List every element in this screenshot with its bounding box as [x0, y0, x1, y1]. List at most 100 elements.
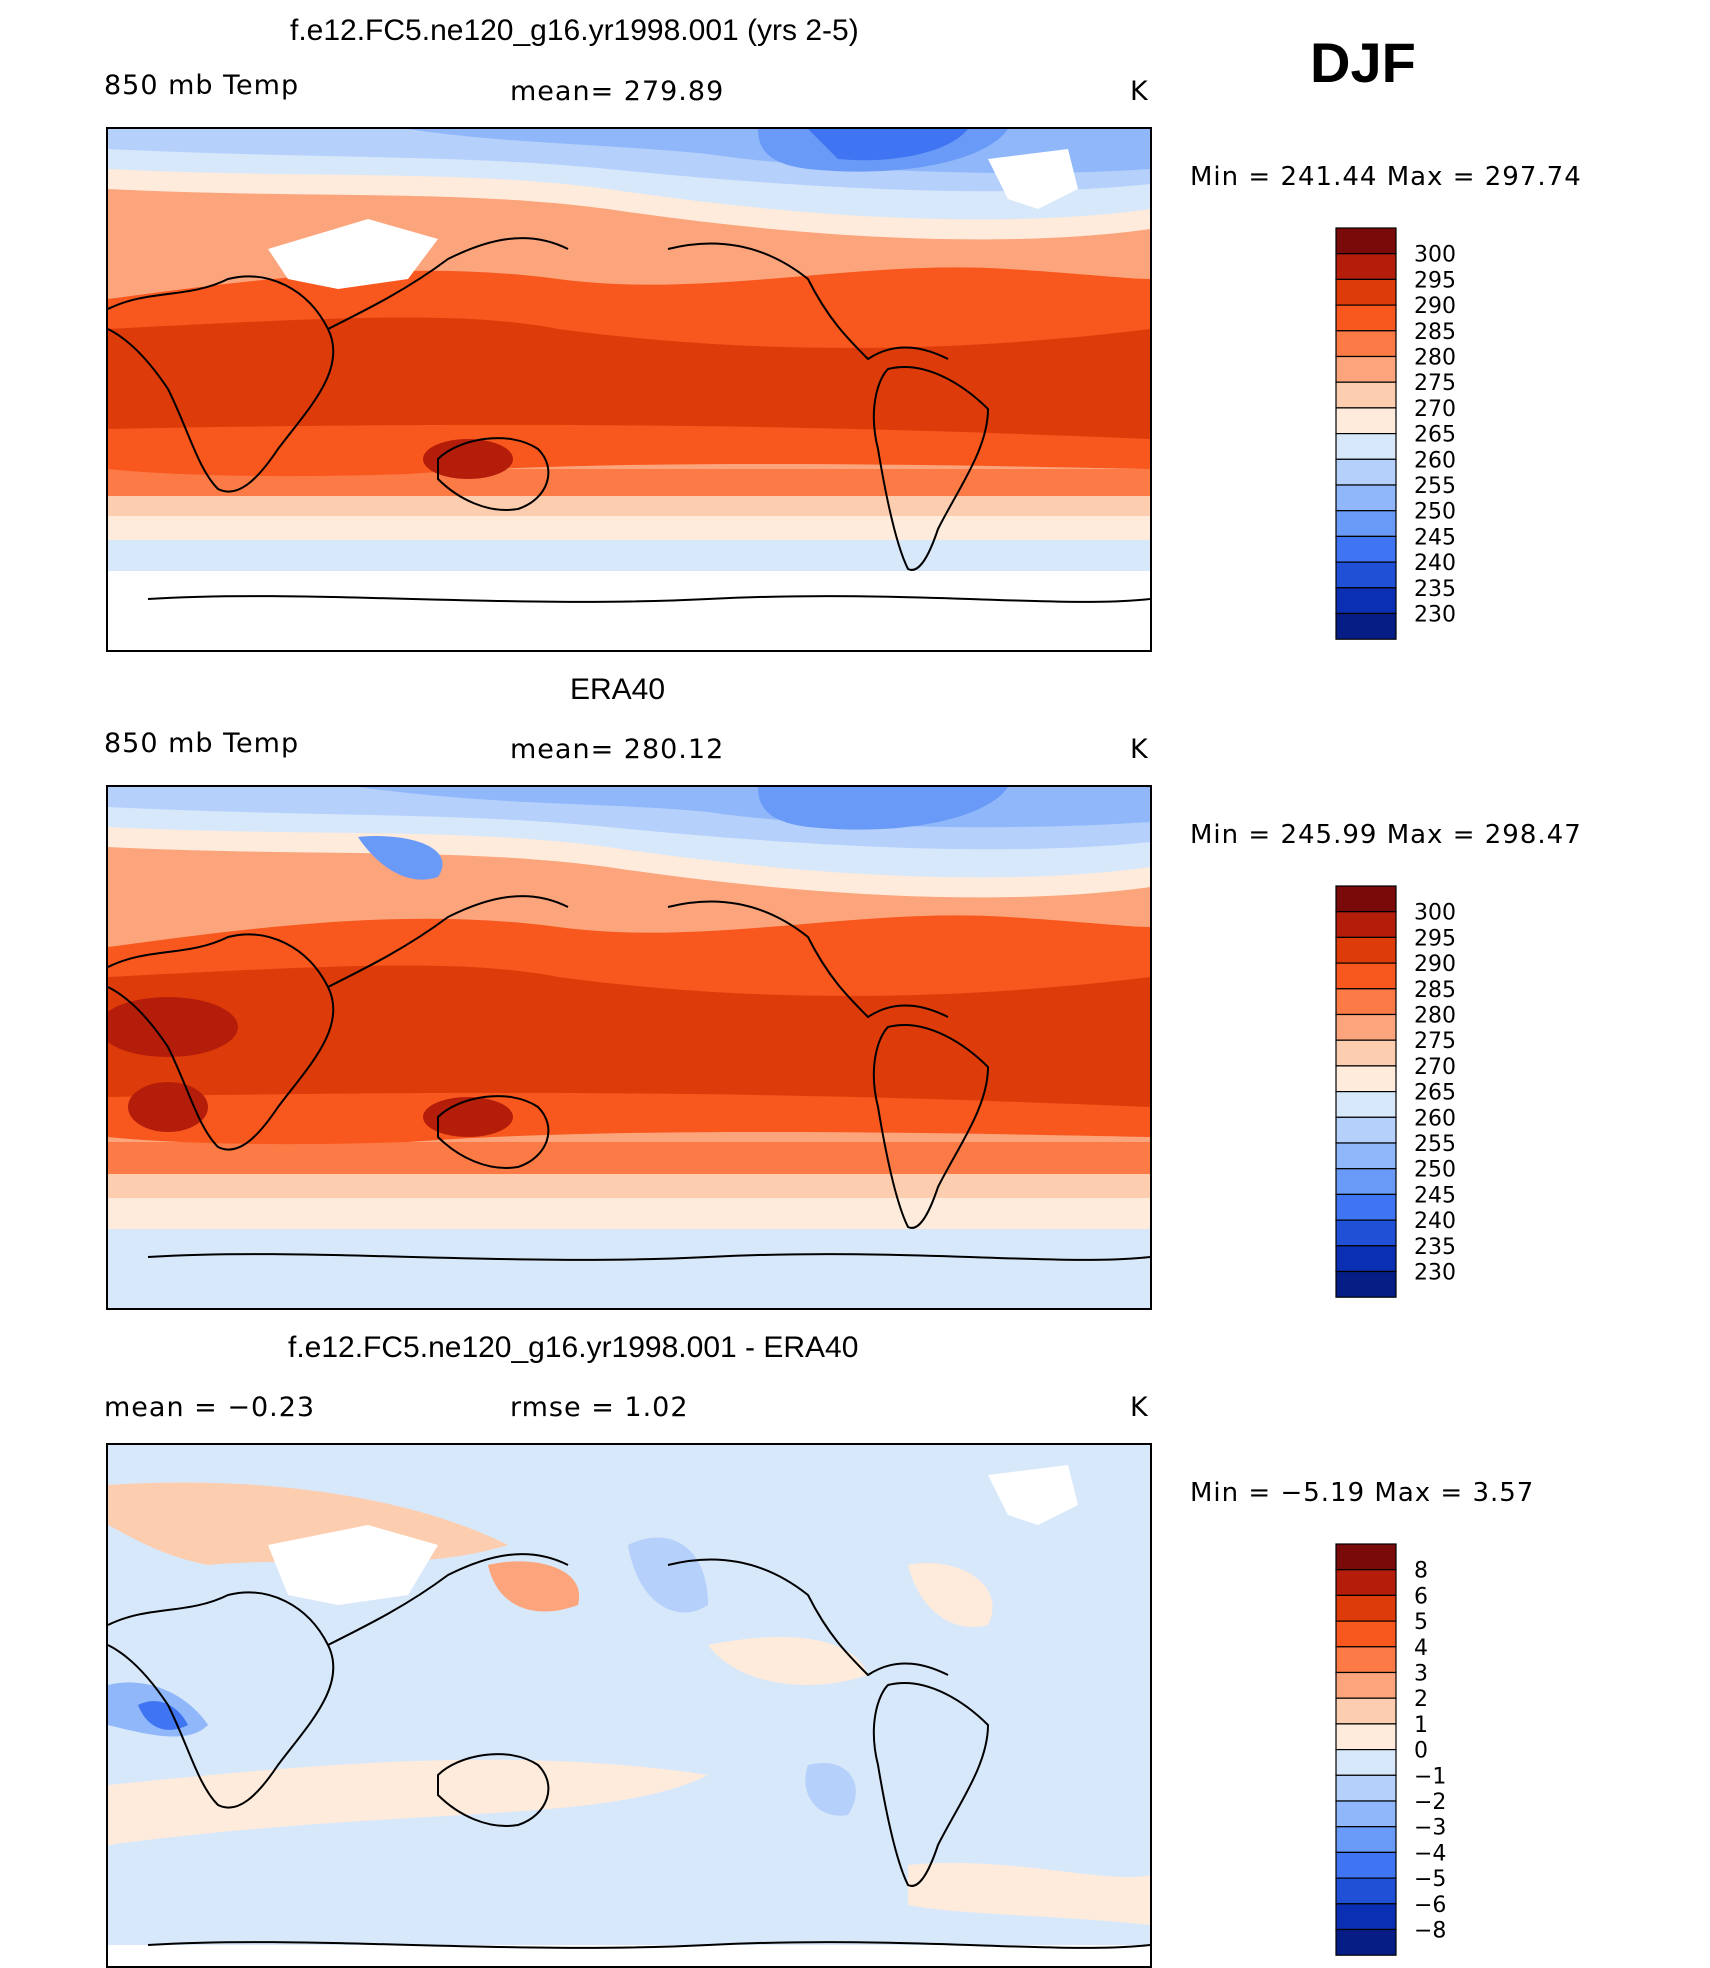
- panel-2-units-label: K: [1130, 734, 1149, 765]
- panel-2-temperature-field: [108, 787, 1150, 1308]
- colorbar-3-box-12: [1335, 1851, 1397, 1879]
- panel-2-colorbar-svg: 3002952902852802752702652602552502452402…: [1335, 885, 1456, 1298]
- colorbar-3-box-9: [1335, 1774, 1397, 1802]
- colorbar-1-tick-label: 270: [1414, 397, 1456, 422]
- colorbar-3-tick-label: 6: [1414, 1584, 1428, 1609]
- colorbar-1-tick-label: 300: [1414, 243, 1456, 268]
- colorbar-2-box-13: [1335, 1219, 1397, 1247]
- colorbar-1-tick-label: 235: [1414, 577, 1456, 602]
- panel-3-mean-label: mean = −0.23: [104, 1392, 316, 1423]
- colorbar-3-box-15: [1335, 1928, 1397, 1956]
- colorbar-2-tick-label: 255: [1414, 1132, 1456, 1157]
- colorbar-3-box-14: [1335, 1903, 1397, 1931]
- panel-1-units-label: K: [1130, 76, 1149, 107]
- colorbar-1-box-8: [1335, 433, 1397, 460]
- colorbar-1-tick-label: 255: [1414, 474, 1456, 499]
- panel-2-variable-label: 850 mb Temp: [104, 728, 300, 759]
- colorbar-3-tick-label: 1: [1414, 1713, 1428, 1738]
- colorbar-3-tick-label: 0: [1414, 1739, 1428, 1764]
- panel-1-temperature-field: [108, 129, 1150, 650]
- panel-2-colorbar: 300 295 290 285 280 275 270 265 260 255 250 245 240 2…: [1335, 885, 1496, 1306]
- panel-1-title: f.e12.FC5.ne120_g16.yr1998.001 (yrs 2-5): [290, 14, 859, 47]
- panel-3-units-label: K: [1130, 1392, 1149, 1423]
- colorbar-3-tick-label: −8: [1414, 1919, 1446, 1944]
- colorbar-2-tick-label: 240: [1414, 1209, 1456, 1234]
- panel-1-mean-label: mean= 279.89: [510, 76, 725, 107]
- colorbar-2-box-8: [1335, 1091, 1397, 1118]
- panel-3-difference-field: [108, 1445, 1150, 1966]
- colorbar-2-box-2: [1335, 936, 1397, 964]
- colorbar-2-box-10: [1335, 1142, 1397, 1170]
- colorbar-2-box-5: [1335, 1013, 1397, 1041]
- colorbar-1-tick-label: 265: [1414, 423, 1456, 448]
- colorbar-1-box-11: [1335, 510, 1397, 538]
- colorbar-2-box-12: [1335, 1193, 1397, 1221]
- colorbar-2-tick-label: 235: [1414, 1235, 1456, 1260]
- panel-2-title: ERA40: [570, 673, 666, 706]
- colorbar-3-tick-label: −1: [1414, 1764, 1446, 1789]
- panel-2-minmax: Min = 245.99 Max = 298.47: [1190, 820, 1582, 850]
- colorbar-2-box-7: [1335, 1065, 1397, 1093]
- colorbar-1-box-2: [1335, 278, 1397, 306]
- colorbar-1-tick-label: 230: [1414, 603, 1456, 628]
- colorbar-2-tick-label: 275: [1414, 1029, 1456, 1054]
- colorbar-2-tick-label: 250: [1414, 1158, 1456, 1183]
- panel-2-mean-label: mean= 280.12: [510, 734, 725, 765]
- panel-1-variable-label: 850 mb Temp: [104, 70, 300, 101]
- colorbar-1-box-4: [1335, 330, 1397, 358]
- colorbar-3-box-2: [1335, 1594, 1397, 1622]
- colorbar-3-tick-label: 3: [1414, 1662, 1428, 1687]
- colorbar-2-tick-label: 260: [1414, 1106, 1456, 1131]
- colorbar-2-tick-label: 295: [1414, 926, 1456, 951]
- colorbar-3-tick-label: 4: [1414, 1636, 1428, 1661]
- panel-1-colorbar: 300 295 290 285 280 275 270 265 260 255 250 245 240 2…: [1335, 227, 1496, 648]
- colorbar-1-tick-label: 250: [1414, 500, 1456, 525]
- colorbar-1-tick-label: 240: [1414, 551, 1456, 576]
- panel-3-title: f.e12.FC5.ne120_g16.yr1998.001 - ERA40: [288, 1331, 859, 1364]
- colorbar-1-box-12: [1335, 535, 1397, 563]
- colorbar-2-tick-label: 230: [1414, 1261, 1456, 1286]
- colorbar-2-tick-label: 270: [1414, 1055, 1456, 1080]
- colorbar-1-box-9: [1335, 458, 1397, 486]
- colorbar-3-box-0: [1335, 1543, 1397, 1571]
- panel-3-map: [106, 1443, 1152, 1968]
- colorbar-1-tick-label: 285: [1414, 320, 1456, 345]
- panel-3-colorbar: 8 6 5 4 3 2 1 0 −1 −2 −3 −4 −5 −6 −8: [1335, 1543, 1496, 1964]
- colorbar-2-tick-label: 280: [1414, 1004, 1456, 1029]
- colorbar-2-box-4: [1335, 988, 1397, 1016]
- colorbar-3-tick-label: −5: [1414, 1867, 1446, 1892]
- colorbar-3-box-8: [1335, 1749, 1397, 1776]
- colorbar-3-box-3: [1335, 1620, 1397, 1648]
- colorbar-1-tick-label: 275: [1414, 371, 1456, 396]
- colorbar-1-box-1: [1335, 253, 1397, 281]
- season-label: DJF: [1310, 31, 1416, 94]
- colorbar-1-box-6: [1335, 381, 1397, 409]
- colorbar-2-box-14: [1335, 1245, 1397, 1273]
- colorbar-3-tick-label: 8: [1414, 1559, 1428, 1584]
- colorbar-3-box-10: [1335, 1800, 1397, 1828]
- colorbar-3-box-1: [1335, 1569, 1397, 1597]
- colorbar-1-box-10: [1335, 484, 1397, 512]
- colorbar-2-box-3: [1335, 962, 1397, 990]
- colorbar-3-tick-label: −3: [1414, 1816, 1446, 1841]
- colorbar-2-box-15: [1335, 1270, 1397, 1298]
- colorbar-2-box-11: [1335, 1168, 1397, 1196]
- colorbar-3-tick-label: −6: [1414, 1893, 1446, 1918]
- panel-3-rmse-label: rmse = 1.02: [510, 1392, 689, 1423]
- colorbar-1-tick-label: 295: [1414, 268, 1456, 293]
- colorbar-1-box-13: [1335, 561, 1397, 589]
- colorbar-3-tick-label: −2: [1414, 1790, 1446, 1815]
- colorbar-1-box-7: [1335, 407, 1397, 435]
- colorbar-1-box-0: [1335, 227, 1397, 255]
- colorbar-2-tick-label: 285: [1414, 978, 1456, 1003]
- panel-1-map: [106, 127, 1152, 652]
- colorbar-1-tick-label: 280: [1414, 346, 1456, 371]
- colorbar-2-box-0: [1335, 885, 1397, 913]
- colorbar-3-box-6: [1335, 1697, 1397, 1725]
- colorbar-2-tick-label: 300: [1414, 901, 1456, 926]
- colorbar-1-box-3: [1335, 304, 1397, 332]
- colorbar-3-box-7: [1335, 1723, 1397, 1751]
- colorbar-3-tick-label: 2: [1414, 1687, 1428, 1712]
- colorbar-1-tick-label: 245: [1414, 525, 1456, 550]
